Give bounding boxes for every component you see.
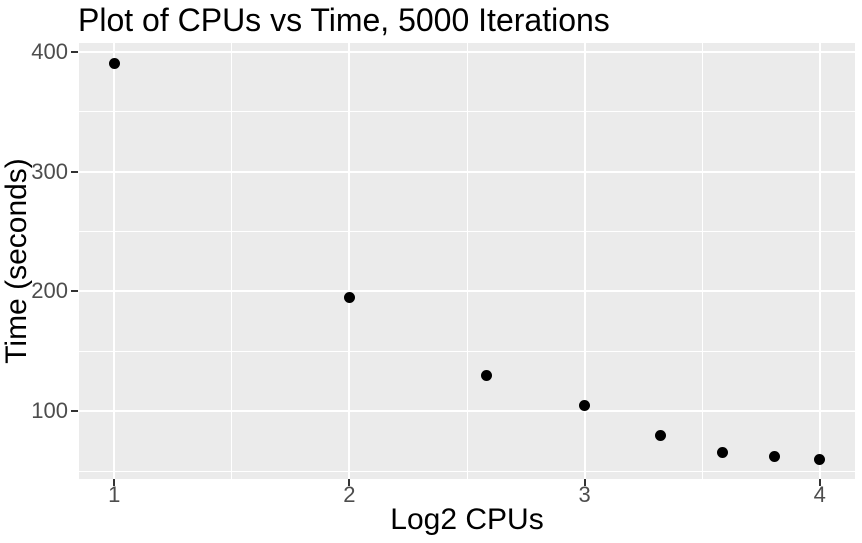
major-gridline-horizontal [79, 290, 855, 293]
x-tick-mark [113, 479, 116, 486]
data-point [343, 291, 355, 303]
major-gridline-vertical [113, 43, 116, 479]
x-tick-label: 3 [578, 482, 591, 507]
data-point [481, 369, 493, 381]
minor-gridline-vertical [231, 43, 233, 479]
x-tick-label: 2 [343, 482, 356, 507]
x-tick-mark [348, 479, 351, 486]
x-tick-label: 1 [108, 482, 121, 507]
data-point [654, 429, 666, 441]
x-tick-mark [583, 479, 586, 486]
minor-gridline-horizontal [79, 231, 855, 233]
major-gridline-vertical [818, 43, 821, 479]
y-tick-mark [71, 290, 78, 293]
y-tick-mark [71, 410, 78, 413]
plot-panel [79, 43, 855, 479]
data-point [814, 453, 826, 465]
x-tick-label: 4 [813, 482, 826, 507]
y-tick-label: 100 [31, 398, 68, 424]
minor-gridline-vertical [701, 43, 703, 479]
minor-gridline-horizontal [79, 111, 855, 113]
minor-gridline-horizontal [79, 350, 855, 352]
x-axis-title: Log2 CPUs [390, 503, 544, 536]
y-tick-mark [71, 170, 78, 173]
minor-gridline-horizontal [79, 470, 855, 472]
x-tick-mark [818, 479, 821, 486]
major-gridline-vertical [348, 43, 351, 479]
minor-gridline-vertical [466, 43, 468, 479]
chart-title: Plot of CPUs vs Time, 5000 Iterations [78, 2, 610, 38]
y-tick-label: 400 [31, 38, 68, 64]
major-gridline-horizontal [79, 50, 855, 53]
major-gridline-vertical [583, 43, 586, 479]
major-gridline-horizontal [79, 170, 855, 173]
y-tick-mark [71, 50, 78, 53]
data-point [716, 446, 728, 458]
y-tick-label: 300 [31, 158, 68, 184]
data-point [108, 58, 120, 70]
y-tick-label: 200 [31, 278, 68, 304]
data-point [768, 451, 780, 463]
data-point [579, 399, 591, 411]
major-gridline-horizontal [79, 410, 855, 413]
y-axis-title: Time (seconds) [0, 158, 33, 364]
